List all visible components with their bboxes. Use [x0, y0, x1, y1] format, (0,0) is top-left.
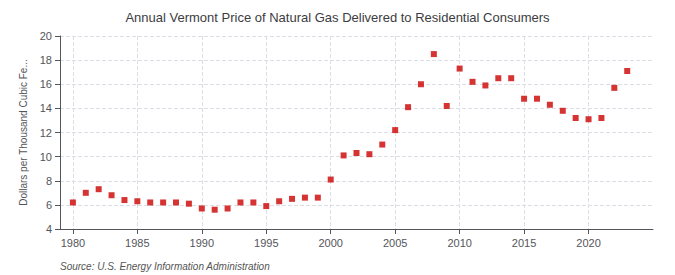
svg-text:14: 14	[40, 102, 52, 114]
svg-text:Annual Vermont Price of Natura: Annual Vermont Price of Natural Gas Deli…	[125, 10, 550, 25]
svg-text:10: 10	[40, 151, 52, 163]
svg-text:12: 12	[40, 127, 52, 139]
svg-text:1985: 1985	[125, 237, 149, 249]
svg-text:2015: 2015	[512, 237, 536, 249]
svg-text:8: 8	[46, 175, 52, 187]
svg-text:18: 18	[40, 54, 52, 66]
svg-text:Dollars per Thousand Cubic Fe.: Dollars per Thousand Cubic Fe...	[18, 59, 29, 206]
svg-text:2000: 2000	[318, 237, 342, 249]
svg-text:2005: 2005	[383, 237, 407, 249]
svg-text:2010: 2010	[447, 237, 471, 249]
svg-text:4: 4	[46, 223, 52, 235]
svg-text:1995: 1995	[254, 237, 278, 249]
svg-text:16: 16	[40, 78, 52, 90]
svg-text:1980: 1980	[61, 237, 85, 249]
svg-text:20: 20	[40, 30, 52, 42]
svg-text:1990: 1990	[190, 237, 214, 249]
svg-text:Source: U.S. Energy Informatio: Source: U.S. Energy Information Administ…	[60, 261, 270, 272]
svg-text:6: 6	[46, 199, 52, 211]
svg-text:2020: 2020	[576, 237, 600, 249]
